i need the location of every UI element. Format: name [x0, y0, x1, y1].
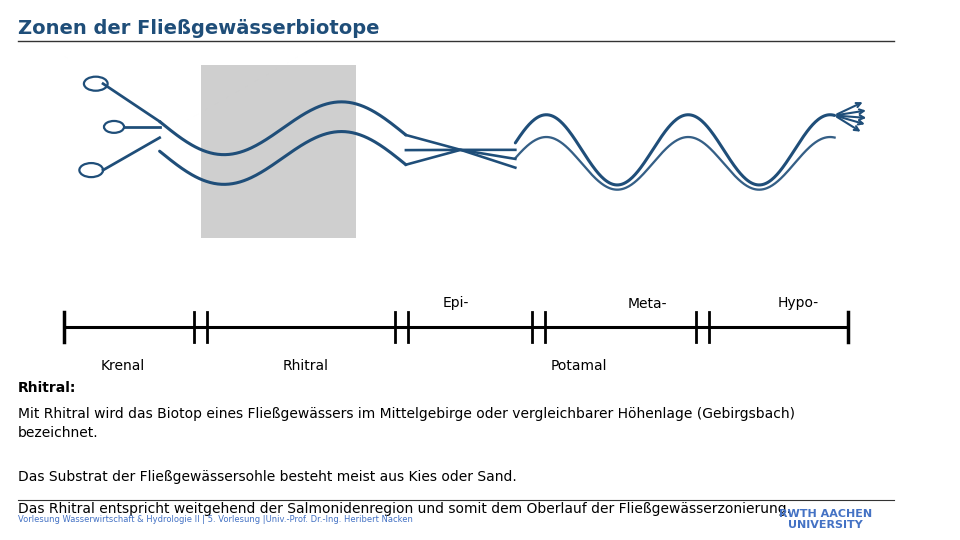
Text: Meta-: Meta-: [628, 296, 667, 310]
Text: Hypo-: Hypo-: [778, 296, 819, 310]
Text: Potamal: Potamal: [551, 359, 608, 373]
Bar: [201, 65, 356, 238]
Text: Rhitral:: Rhitral:: [18, 381, 77, 395]
Text: Das Substrat der Fließgewässersohle besteht meist aus Kies oder Sand.: Das Substrat der Fließgewässersohle best…: [18, 470, 517, 484]
Text: Epi-: Epi-: [443, 296, 469, 310]
Text: RWTH AACHEN
UNIVERSITY: RWTH AACHEN UNIVERSITY: [779, 509, 872, 530]
Text: Krenal: Krenal: [101, 359, 145, 373]
Text: Vorlesung Wasserwirtschaft & Hydrologie II | 5. Vorlesung |Univ.-Prof. Dr.-Ing. : Vorlesung Wasserwirtschaft & Hydrologie …: [18, 515, 413, 524]
Text: Mit Rhitral wird das Biotop eines Fließgewässers im Mittelgebirge oder vergleich: Mit Rhitral wird das Biotop eines Fließg…: [18, 407, 795, 440]
Text: Rhitral: Rhitral: [282, 359, 328, 373]
Text: Das Rhitral entspricht weitgehend der Salmonidenregion und somit dem Oberlauf de: Das Rhitral entspricht weitgehend der Sa…: [18, 502, 791, 516]
Text: Zonen der Fließgewässerbiotope: Zonen der Fließgewässerbiotope: [18, 19, 380, 38]
